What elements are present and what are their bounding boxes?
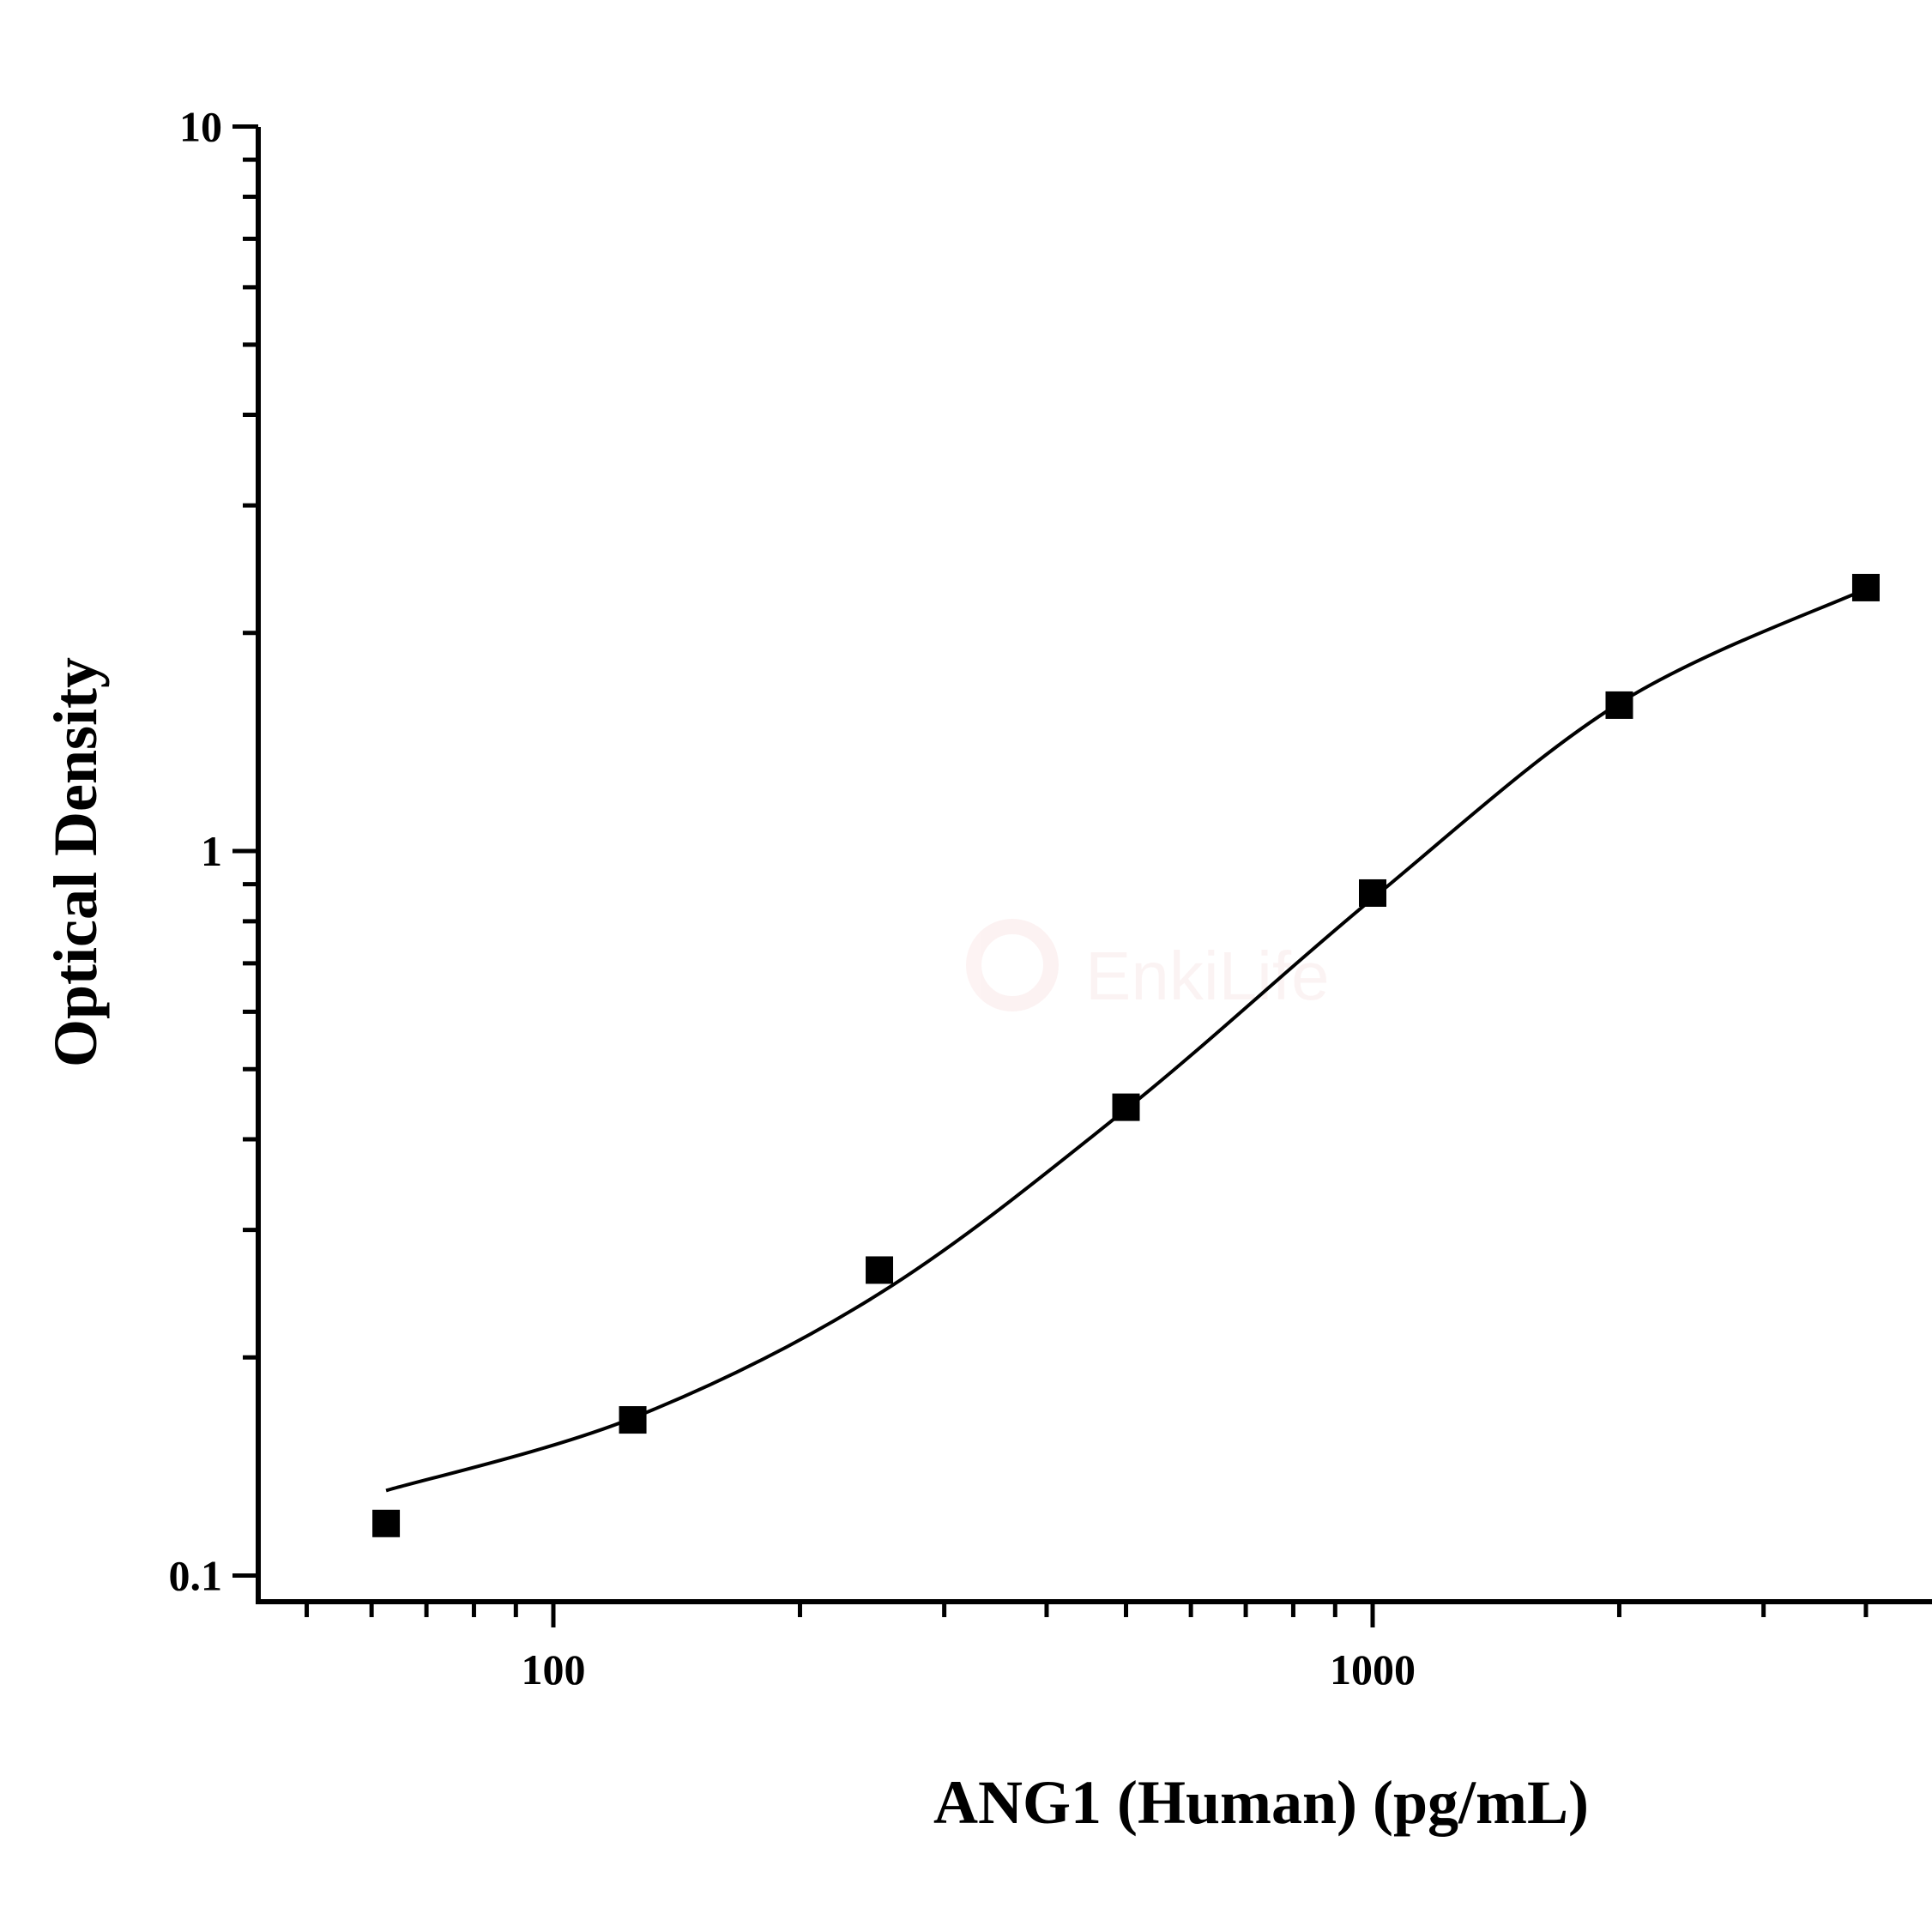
data-point [619,1406,647,1434]
data-point [1851,573,1880,601]
x-tick-label: 100 [522,1645,586,1694]
data-point [1605,691,1633,719]
watermark-logo-icon [966,919,1059,1011]
y-tick-label: 1 [201,827,222,875]
data-points [372,573,1880,1537]
y-tick-label: 0.1 [169,1552,223,1600]
axes [256,127,1932,1604]
y-axis-label: Optical Density [41,657,110,1067]
watermark-text: EnkiLife [1085,938,1330,1014]
data-point [1359,878,1386,907]
x-tick-label: 1000 [1330,1645,1416,1694]
watermark: EnkiLife [966,919,1330,1014]
data-point [866,1256,894,1284]
fit-curve [385,587,1867,1493]
x-axis-label: ANG1 (Human) (pg/mL) [933,1768,1589,1837]
ticks: 0.1 1 10 100 1000 [169,103,1869,1694]
y-tick-label: 10 [179,103,222,151]
data-point [372,1509,401,1537]
data-point [1112,1093,1140,1121]
